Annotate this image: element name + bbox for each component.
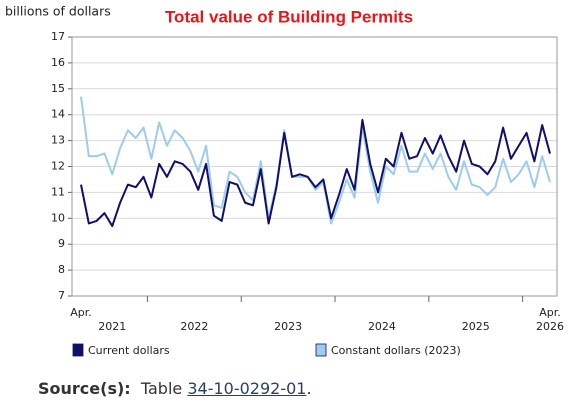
plot-frame — [71, 36, 558, 297]
year-label: 2023 — [274, 320, 302, 333]
y-tick-label: 10 — [51, 211, 65, 224]
y-tick-label: 13 — [51, 134, 65, 147]
y-tick-label: 14 — [51, 108, 65, 121]
legend-label: Current dollars — [88, 344, 170, 357]
year-label: 2022 — [180, 320, 208, 333]
legend-swatch — [315, 343, 327, 357]
chart-title: Total value of Building Permits — [165, 7, 413, 26]
x-tick-label: Apr. — [539, 306, 561, 319]
source-prefix: Table — [140, 379, 183, 398]
y-tick-label: 9 — [58, 237, 65, 250]
legend-swatch — [72, 343, 84, 357]
y-tick-label: 11 — [51, 185, 65, 198]
line-series — [80, 96, 551, 225]
year-label: 2026 — [536, 320, 564, 333]
y-tick-label: 7 — [58, 289, 65, 302]
source-suffix: . — [306, 379, 312, 398]
source-label: Source(s): — [38, 379, 131, 398]
y-tick-label: 8 — [58, 263, 65, 276]
line-series — [80, 118, 551, 228]
source-link[interactable]: 34-10-0292-01 — [187, 379, 307, 398]
year-label: 2024 — [368, 320, 396, 333]
legend-label: Constant dollars (2023) — [331, 344, 461, 357]
y-tick-label: 16 — [51, 56, 65, 69]
year-label: 2021 — [98, 320, 126, 333]
y-axis-label: billions of dollars — [5, 4, 111, 19]
source: Source(s): Table 34-10-0292-01. — [38, 379, 312, 398]
y-tick-label: 12 — [51, 160, 65, 173]
y-tick-label: 15 — [51, 82, 65, 95]
y-tick-label: 17 — [51, 30, 65, 43]
year-label: 2025 — [462, 320, 490, 333]
x-tick-label: Apr. — [70, 306, 92, 319]
